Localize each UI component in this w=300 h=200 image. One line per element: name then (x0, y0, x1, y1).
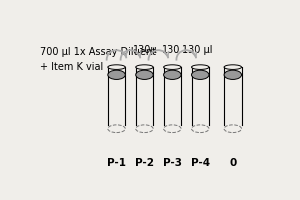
Text: P-1: P-1 (107, 158, 126, 168)
Ellipse shape (108, 125, 125, 133)
Text: 130μ: 130μ (133, 45, 158, 55)
Ellipse shape (136, 65, 153, 69)
Text: P-3: P-3 (163, 158, 182, 168)
Ellipse shape (191, 65, 209, 69)
Ellipse shape (224, 65, 242, 69)
Text: 130 μl: 130 μl (182, 45, 212, 55)
Text: + Item K vial: + Item K vial (40, 62, 103, 72)
Ellipse shape (191, 70, 209, 79)
Text: 130: 130 (162, 45, 180, 55)
Text: 0: 0 (229, 158, 236, 168)
Ellipse shape (136, 125, 153, 133)
Ellipse shape (224, 125, 242, 133)
Ellipse shape (108, 70, 125, 79)
Ellipse shape (191, 125, 209, 133)
Ellipse shape (164, 125, 181, 133)
Text: P-2: P-2 (135, 158, 154, 168)
Ellipse shape (164, 70, 181, 79)
Ellipse shape (164, 65, 181, 69)
Ellipse shape (136, 70, 153, 79)
Ellipse shape (224, 70, 242, 79)
Text: P-4: P-4 (191, 158, 210, 168)
Ellipse shape (108, 65, 125, 69)
Text: 700 μl 1x Assay Diluent: 700 μl 1x Assay Diluent (40, 47, 156, 57)
